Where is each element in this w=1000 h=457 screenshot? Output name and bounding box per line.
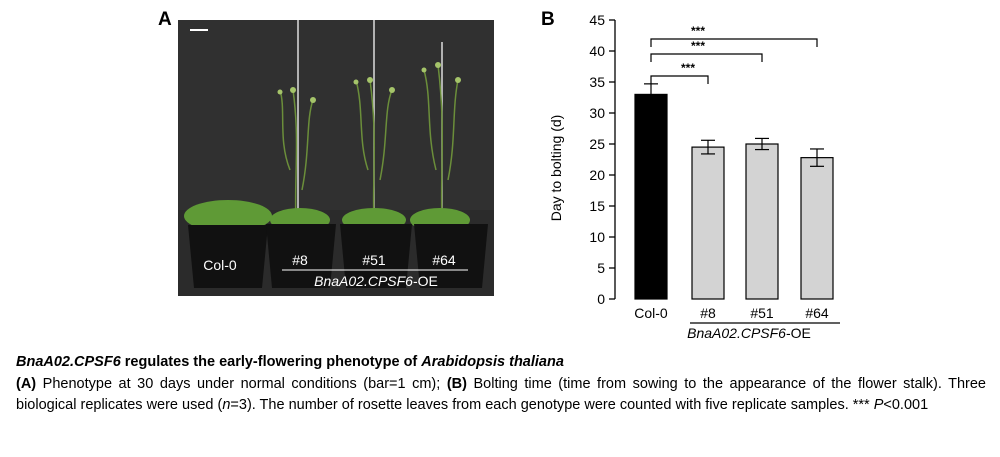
- bar-col-0: [634, 93, 668, 300]
- x-group-label: BnaA02.CPSF6-OE: [687, 325, 811, 341]
- y-tick-label: 20: [589, 167, 605, 183]
- pot-label-64: #64: [432, 252, 456, 268]
- bar-n64: [800, 157, 834, 300]
- panel-a-label: A: [158, 9, 172, 30]
- figure-caption: BnaA02.CPSF6 regulates the early-floweri…: [16, 352, 986, 416]
- x-tick-label: #64: [805, 305, 829, 321]
- x-tick-label: Col-0: [634, 305, 668, 321]
- significance-bracket: [650, 38, 818, 47]
- plant-phenotype-photo: Col-0 #8 #51 #64 BnaA02.CPSF6-OE: [178, 20, 494, 296]
- y-tick-label: 45: [589, 12, 605, 28]
- x-tick-label: #51: [750, 305, 774, 321]
- y-tick-label: 15: [589, 198, 605, 214]
- y-tick-label: 10: [589, 229, 605, 245]
- significance-label: ***: [691, 24, 705, 38]
- y-tick-label: 35: [589, 74, 605, 90]
- caption-body: (A) Phenotype at 30 days under normal co…: [16, 376, 986, 413]
- group-label: BnaA02.CPSF6-OE: [314, 273, 438, 289]
- bar-n51: [745, 143, 779, 300]
- y-axis-label: Day to bolting (d): [548, 115, 564, 222]
- significance-label: ***: [681, 61, 695, 75]
- y-tick-label: 25: [589, 136, 605, 152]
- significance-label: ***: [691, 39, 705, 53]
- x-tick-label: #8: [700, 305, 716, 321]
- pot-label-col0: Col-0: [203, 257, 237, 273]
- y-tick-label: 40: [589, 43, 605, 59]
- pot-label-8: #8: [292, 252, 308, 268]
- pot-label-51: #51: [362, 252, 386, 268]
- y-tick-label: 30: [589, 105, 605, 121]
- panel-b-label: B: [541, 9, 555, 30]
- significance-bracket: [650, 53, 763, 62]
- caption-title: BnaA02.CPSF6 regulates the early-floweri…: [16, 354, 564, 370]
- y-tick-label: 0: [597, 291, 605, 307]
- y-tick-label: 5: [597, 260, 605, 276]
- significance-bracket: [650, 75, 709, 84]
- bar-n8: [691, 146, 725, 300]
